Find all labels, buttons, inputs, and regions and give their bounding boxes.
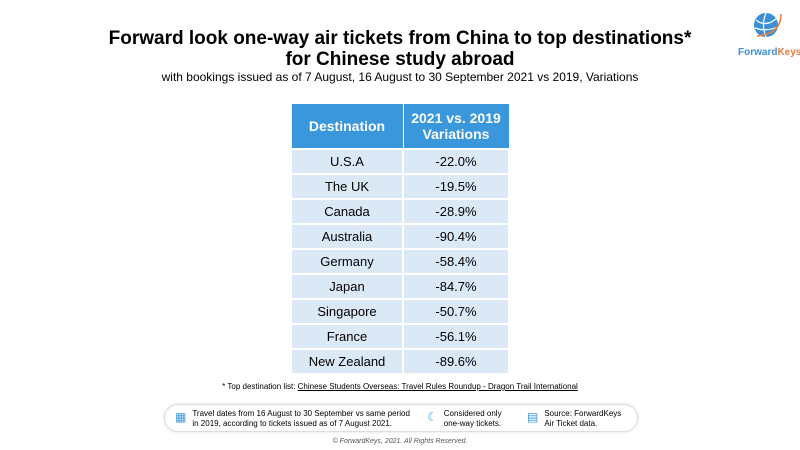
variation-cell: -84.7%: [402, 273, 510, 300]
source-link[interactable]: Chinese Students Overseas: Travel Rules …: [297, 382, 578, 391]
destination-cell: France: [290, 323, 404, 350]
destination-cell: New Zealand: [290, 348, 404, 375]
header-variation: 2021 vs. 2019 Variations: [402, 103, 510, 150]
variation-cell: -28.9%: [402, 198, 510, 225]
logo: ForwardKeys: [738, 10, 800, 58]
header-destination: Destination: [290, 103, 404, 150]
variation-cell: -22.0%: [402, 148, 510, 175]
logo-text: ForwardKeys: [738, 47, 800, 58]
title-line-2: for Chinese study abroad: [285, 49, 515, 70]
info-text: in 2019, according to tickets issued as …: [192, 419, 393, 428]
destination-cell: Germany: [290, 248, 404, 275]
subtitle: with bookings issued as of 7 August, 16 …: [161, 70, 639, 84]
document-search-icon: ▤: [527, 410, 539, 424]
table-row: New Zealand -89.6%: [290, 348, 510, 375]
table-row: Australia -90.4%: [290, 223, 510, 250]
title-line-1: Forward look one-way air tickets from Ch…: [108, 28, 692, 49]
variation-cell: -89.6%: [402, 348, 510, 375]
table-row: Japan -84.7%: [290, 273, 510, 300]
globe-icon: [754, 12, 782, 38]
footnote-prefix: * Top destination list:: [222, 382, 298, 391]
table-row: The UK -19.5%: [290, 173, 510, 200]
info-text: one-way tickets.: [443, 419, 502, 428]
footnote: * Top destination list: Chinese Students…: [0, 382, 800, 391]
variation-cell: -19.5%: [402, 173, 510, 200]
table-row: France -56.1%: [290, 323, 510, 350]
calendar-icon: ▦: [175, 410, 187, 424]
variations-table: Destination 2021 vs. 2019 Variations U.S.…: [290, 103, 510, 375]
table-row: U.S.A -22.0%: [290, 148, 510, 175]
destination-cell: Japan: [290, 273, 404, 300]
info-text: Air Ticket data.: [544, 419, 598, 428]
info-text: Considered only: [443, 409, 502, 418]
variation-cell: -56.1%: [402, 323, 510, 350]
info-text: Source: ForwardKeys: [544, 409, 622, 418]
table-row: Germany -58.4%: [290, 248, 510, 275]
destination-cell: Canada: [290, 198, 404, 225]
destination-cell: Australia: [290, 223, 404, 250]
variation-cell: -58.4%: [402, 248, 510, 275]
copyright: © ForwardKeys, 2021. All Rights Reserved…: [332, 438, 468, 445]
variation-cell: -50.7%: [402, 298, 510, 325]
moon-icon: ☾: [427, 410, 438, 424]
variation-cell: -90.4%: [402, 223, 510, 250]
destination-cell: The UK: [290, 173, 404, 200]
table-row: Singapore -50.7%: [290, 298, 510, 325]
table-row: Canada -28.9%: [290, 198, 510, 225]
destination-cell: U.S.A: [290, 148, 404, 175]
info-box: ▦ Travel dates from 16 August to 30 Septe…: [164, 404, 638, 432]
destination-cell: Singapore: [290, 298, 404, 325]
info-text: Travel dates from 16 August to 30 Septem…: [192, 409, 410, 418]
page-title: Forward look one-way air tickets from Ch…: [0, 28, 800, 70]
